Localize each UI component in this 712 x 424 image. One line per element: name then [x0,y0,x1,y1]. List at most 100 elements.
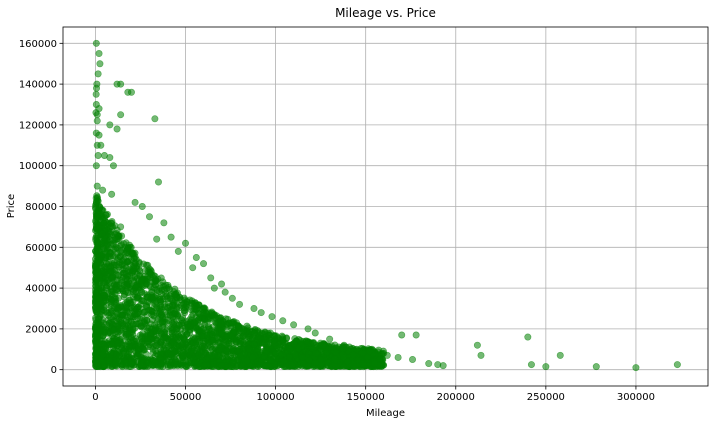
data-point [312,349,320,357]
data-point [145,213,153,221]
data-point [112,359,120,367]
data-point [236,300,244,308]
data-point [221,288,229,296]
data-point [304,362,312,370]
data-point [98,251,106,259]
data-point [93,265,101,273]
data-point [151,115,159,123]
data-point [309,339,317,347]
data-point [174,247,182,255]
data-point [160,357,168,365]
data-point [179,314,187,322]
x-tick-label: 50000 [170,392,202,403]
data-point [159,317,167,325]
data-point [93,111,101,119]
data-point [524,333,532,341]
data-point [258,329,266,337]
data-point [101,269,109,277]
data-point [349,351,357,359]
data-point [117,111,125,119]
data-point [261,335,269,343]
data-point [105,356,113,364]
data-point [276,343,284,351]
data-point [102,343,110,351]
data-point [215,345,223,353]
y-tick-label: 20000 [25,324,57,335]
data-point [358,349,366,357]
y-tick-label: 40000 [25,284,57,295]
data-point [106,121,114,129]
data-point [163,295,171,303]
data-point [324,358,332,366]
data-point [110,241,118,249]
data-point [131,198,139,206]
data-point [425,360,433,368]
data-point [229,358,237,366]
data-point [191,318,199,326]
data-point [268,313,276,321]
data-point [93,117,101,125]
data-point [248,334,256,342]
data-point [317,355,325,363]
data-point [213,333,221,341]
data-point [126,342,134,350]
data-point [202,309,210,317]
data-point [108,190,116,198]
data-point [147,267,155,275]
data-point [179,352,187,360]
data-point [171,291,179,299]
data-point [295,345,303,353]
data-point [218,280,226,288]
data-point [250,341,258,349]
data-point [245,345,253,353]
data-point [126,296,134,304]
y-axis-label: Price [6,194,17,218]
data-point [304,325,312,333]
data-point [93,182,101,190]
data-point [157,274,165,282]
data-point [127,360,135,368]
data-point [92,90,100,98]
data-point [112,270,120,278]
data-point [110,299,118,307]
data-point [129,288,137,296]
data-point [168,351,176,359]
data-point [200,260,208,268]
data-point [116,317,124,325]
data-point [122,288,130,296]
data-points [91,39,681,372]
data-point [183,301,191,309]
data-point [265,331,273,339]
data-point [95,295,103,303]
data-point [326,335,334,343]
data-point [234,322,242,330]
data-point [118,266,126,274]
x-tick-label: 100000 [257,392,295,403]
data-point [180,294,188,302]
data-point [167,312,175,320]
data-point [542,363,550,371]
data-point [106,250,114,258]
data-point [93,198,101,206]
data-point [92,279,100,287]
data-point [94,301,102,309]
data-point [207,274,215,282]
data-point [144,359,152,367]
data-point [147,325,155,333]
data-point [204,315,212,323]
y-tick-label: 60000 [25,243,57,254]
data-point [117,80,125,88]
data-point [136,286,144,294]
data-point [323,349,331,357]
data-point [153,304,161,312]
y-tick-label: 80000 [25,202,57,213]
data-point [121,300,129,308]
data-point [353,345,361,353]
data-point [236,352,244,360]
data-point [223,328,231,336]
x-tick-label: 200000 [437,392,475,403]
data-point [285,353,293,361]
data-point [173,310,181,318]
data-point [101,325,109,333]
data-point [210,284,218,292]
